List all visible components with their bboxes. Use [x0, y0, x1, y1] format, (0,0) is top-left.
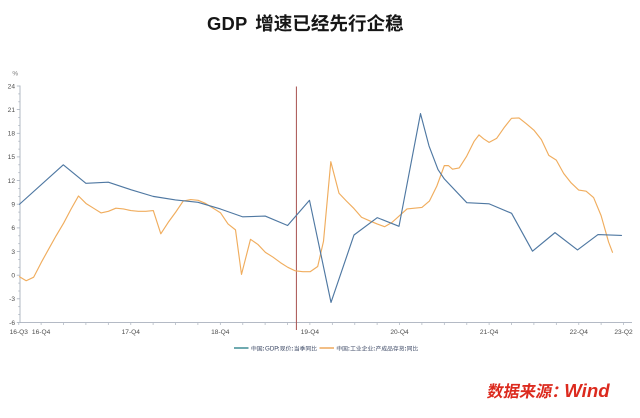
svg-text:20-Q4: 20-Q4	[390, 329, 409, 336]
svg-text:23-Q2: 23-Q2	[614, 329, 633, 336]
svg-text:%: %	[12, 71, 18, 78]
svg-text:-6: -6	[9, 320, 15, 327]
svg-text:19-Q4: 19-Q4	[301, 329, 320, 336]
svg-text:18: 18	[8, 131, 16, 138]
svg-text:15: 15	[8, 154, 16, 161]
svg-text:24: 24	[8, 83, 16, 90]
svg-text:21-Q4: 21-Q4	[480, 329, 499, 336]
svg-text:0: 0	[11, 273, 15, 280]
svg-text:12: 12	[8, 178, 16, 185]
svg-text:18-Q4: 18-Q4	[211, 329, 230, 336]
svg-text:9: 9	[11, 202, 15, 209]
svg-text:GDP: GDP	[265, 346, 278, 353]
svg-text:22-Q4: 22-Q4	[570, 329, 589, 336]
svg-text:Wind: Wind	[564, 380, 610, 401]
svg-text:16-Q4: 16-Q4	[32, 329, 51, 336]
svg-text:6: 6	[11, 225, 15, 232]
svg-text:17-Q4: 17-Q4	[122, 329, 141, 336]
svg-text:16-Q3: 16-Q3	[10, 329, 29, 336]
svg-text:3: 3	[11, 249, 15, 256]
svg-text:21: 21	[8, 107, 16, 114]
svg-text:-3: -3	[9, 296, 15, 303]
svg-text:GDP: GDP	[207, 13, 247, 34]
